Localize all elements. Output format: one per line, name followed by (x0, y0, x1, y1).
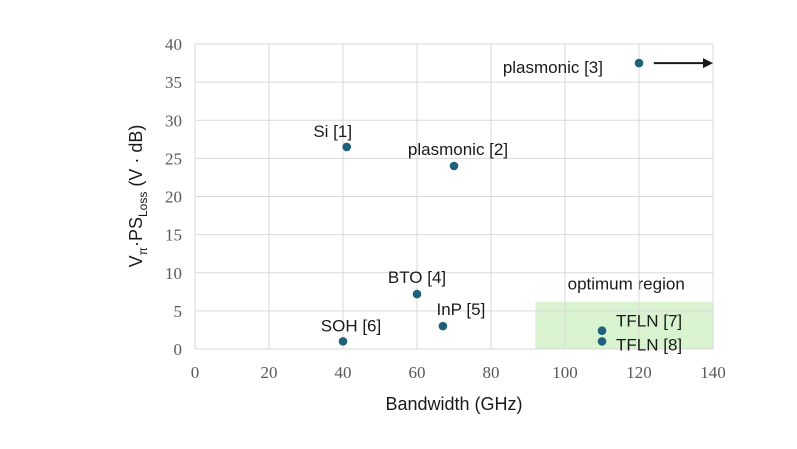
arrow-head (703, 58, 713, 69)
x-tick-label: 40 (335, 363, 352, 382)
x-tick-label: 20 (261, 363, 278, 382)
y-label-dot: ·PS (126, 217, 146, 247)
y-tick-label: 15 (165, 226, 182, 245)
y-label-units: (V · dB) (126, 125, 146, 192)
data-label: Si [1] (313, 122, 352, 141)
data-label: plasmonic [2] (408, 140, 508, 159)
label-layer: Si [1] plasmonic [2] plasmonic [3] BTO [4] I… (313, 58, 713, 354)
x-axis-label: Bandwidth (GHz) (385, 394, 522, 414)
y-tick-label: 30 (165, 111, 182, 130)
y-tick-label: 20 (165, 188, 182, 207)
y-label-prefix: V (126, 255, 146, 267)
y-label-pi-sub: π (136, 247, 150, 255)
x-tick-label: 0 (191, 363, 200, 382)
x-tick-label: 80 (483, 363, 500, 382)
x-tick-label: 120 (626, 363, 652, 382)
data-point (438, 321, 448, 331)
y-tick-label: 10 (165, 264, 182, 283)
y-label-loss-sub: Loss (136, 192, 150, 217)
data-point (412, 289, 422, 299)
x-tick-label: 140 (700, 363, 726, 382)
optimum-region-label: optimum region (568, 275, 685, 294)
y-tick-label: 35 (165, 73, 182, 92)
data-label: InP [5] (436, 300, 485, 319)
grid-layer (194, 43, 714, 350)
tick-layer: 0 20 40 60 80 100 120 140 0 5 10 15 20 25 30 35 40 (165, 35, 726, 382)
data-label: BTO [4] (388, 268, 446, 287)
y-tick-label: 40 (165, 35, 182, 54)
y-tick-label: 5 (174, 302, 183, 321)
data-point (342, 142, 352, 152)
data-label: plasmonic [3] (503, 58, 603, 77)
data-label: TFLN [7] (616, 312, 682, 331)
data-label: TFLN [8] (616, 335, 682, 354)
data-label: SOH [6] (321, 316, 381, 335)
data-point (338, 337, 348, 346)
data-point (597, 337, 607, 346)
point-layer (338, 58, 644, 346)
y-tick-label: 25 (165, 149, 182, 168)
y-tick-label: 0 (174, 340, 183, 359)
y-axis-label: Vπ·PSLoss (V · dB) (126, 125, 150, 268)
x-tick-label: 60 (409, 363, 426, 382)
x-tick-label: 100 (552, 363, 578, 382)
data-point (449, 161, 459, 171)
data-point (597, 326, 607, 336)
data-point (634, 58, 644, 68)
